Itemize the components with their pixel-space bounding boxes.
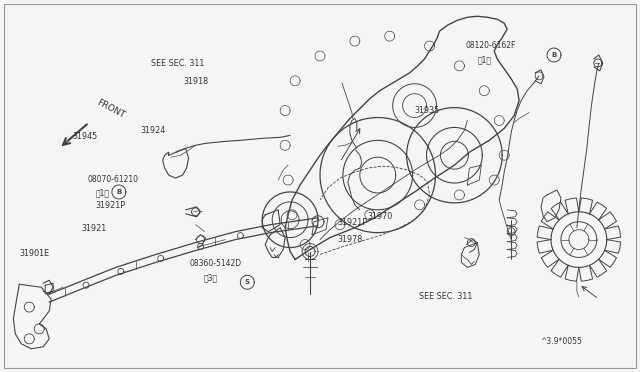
Text: （1）: （1） xyxy=(478,55,492,64)
Text: 31921: 31921 xyxy=(81,224,106,233)
Text: B: B xyxy=(551,52,557,58)
Text: 08120-6162F: 08120-6162F xyxy=(465,41,516,50)
Text: 31945: 31945 xyxy=(73,132,98,141)
Text: SEE SEC. 311: SEE SEC. 311 xyxy=(151,59,205,68)
Text: B: B xyxy=(116,189,122,195)
Text: 31918: 31918 xyxy=(183,77,208,86)
Text: 31970: 31970 xyxy=(368,212,393,221)
Text: 31921P: 31921P xyxy=(338,218,368,227)
Text: 31924: 31924 xyxy=(140,126,166,135)
Text: ^3.9*0055: ^3.9*0055 xyxy=(540,337,582,346)
Text: （1）: （1） xyxy=(96,188,109,197)
Text: S: S xyxy=(245,279,250,285)
Text: 08070-61210: 08070-61210 xyxy=(88,175,138,184)
Text: SEE SEC. 311: SEE SEC. 311 xyxy=(419,292,472,301)
Text: 31935: 31935 xyxy=(414,106,440,115)
Text: （3）: （3） xyxy=(204,273,218,282)
Text: 31901E: 31901E xyxy=(19,249,49,258)
Text: 08360-5142D: 08360-5142D xyxy=(189,259,241,268)
FancyBboxPatch shape xyxy=(4,4,636,368)
Text: 31921P: 31921P xyxy=(96,201,125,210)
Text: FRONT: FRONT xyxy=(95,97,126,120)
Text: 31978: 31978 xyxy=(338,235,363,244)
